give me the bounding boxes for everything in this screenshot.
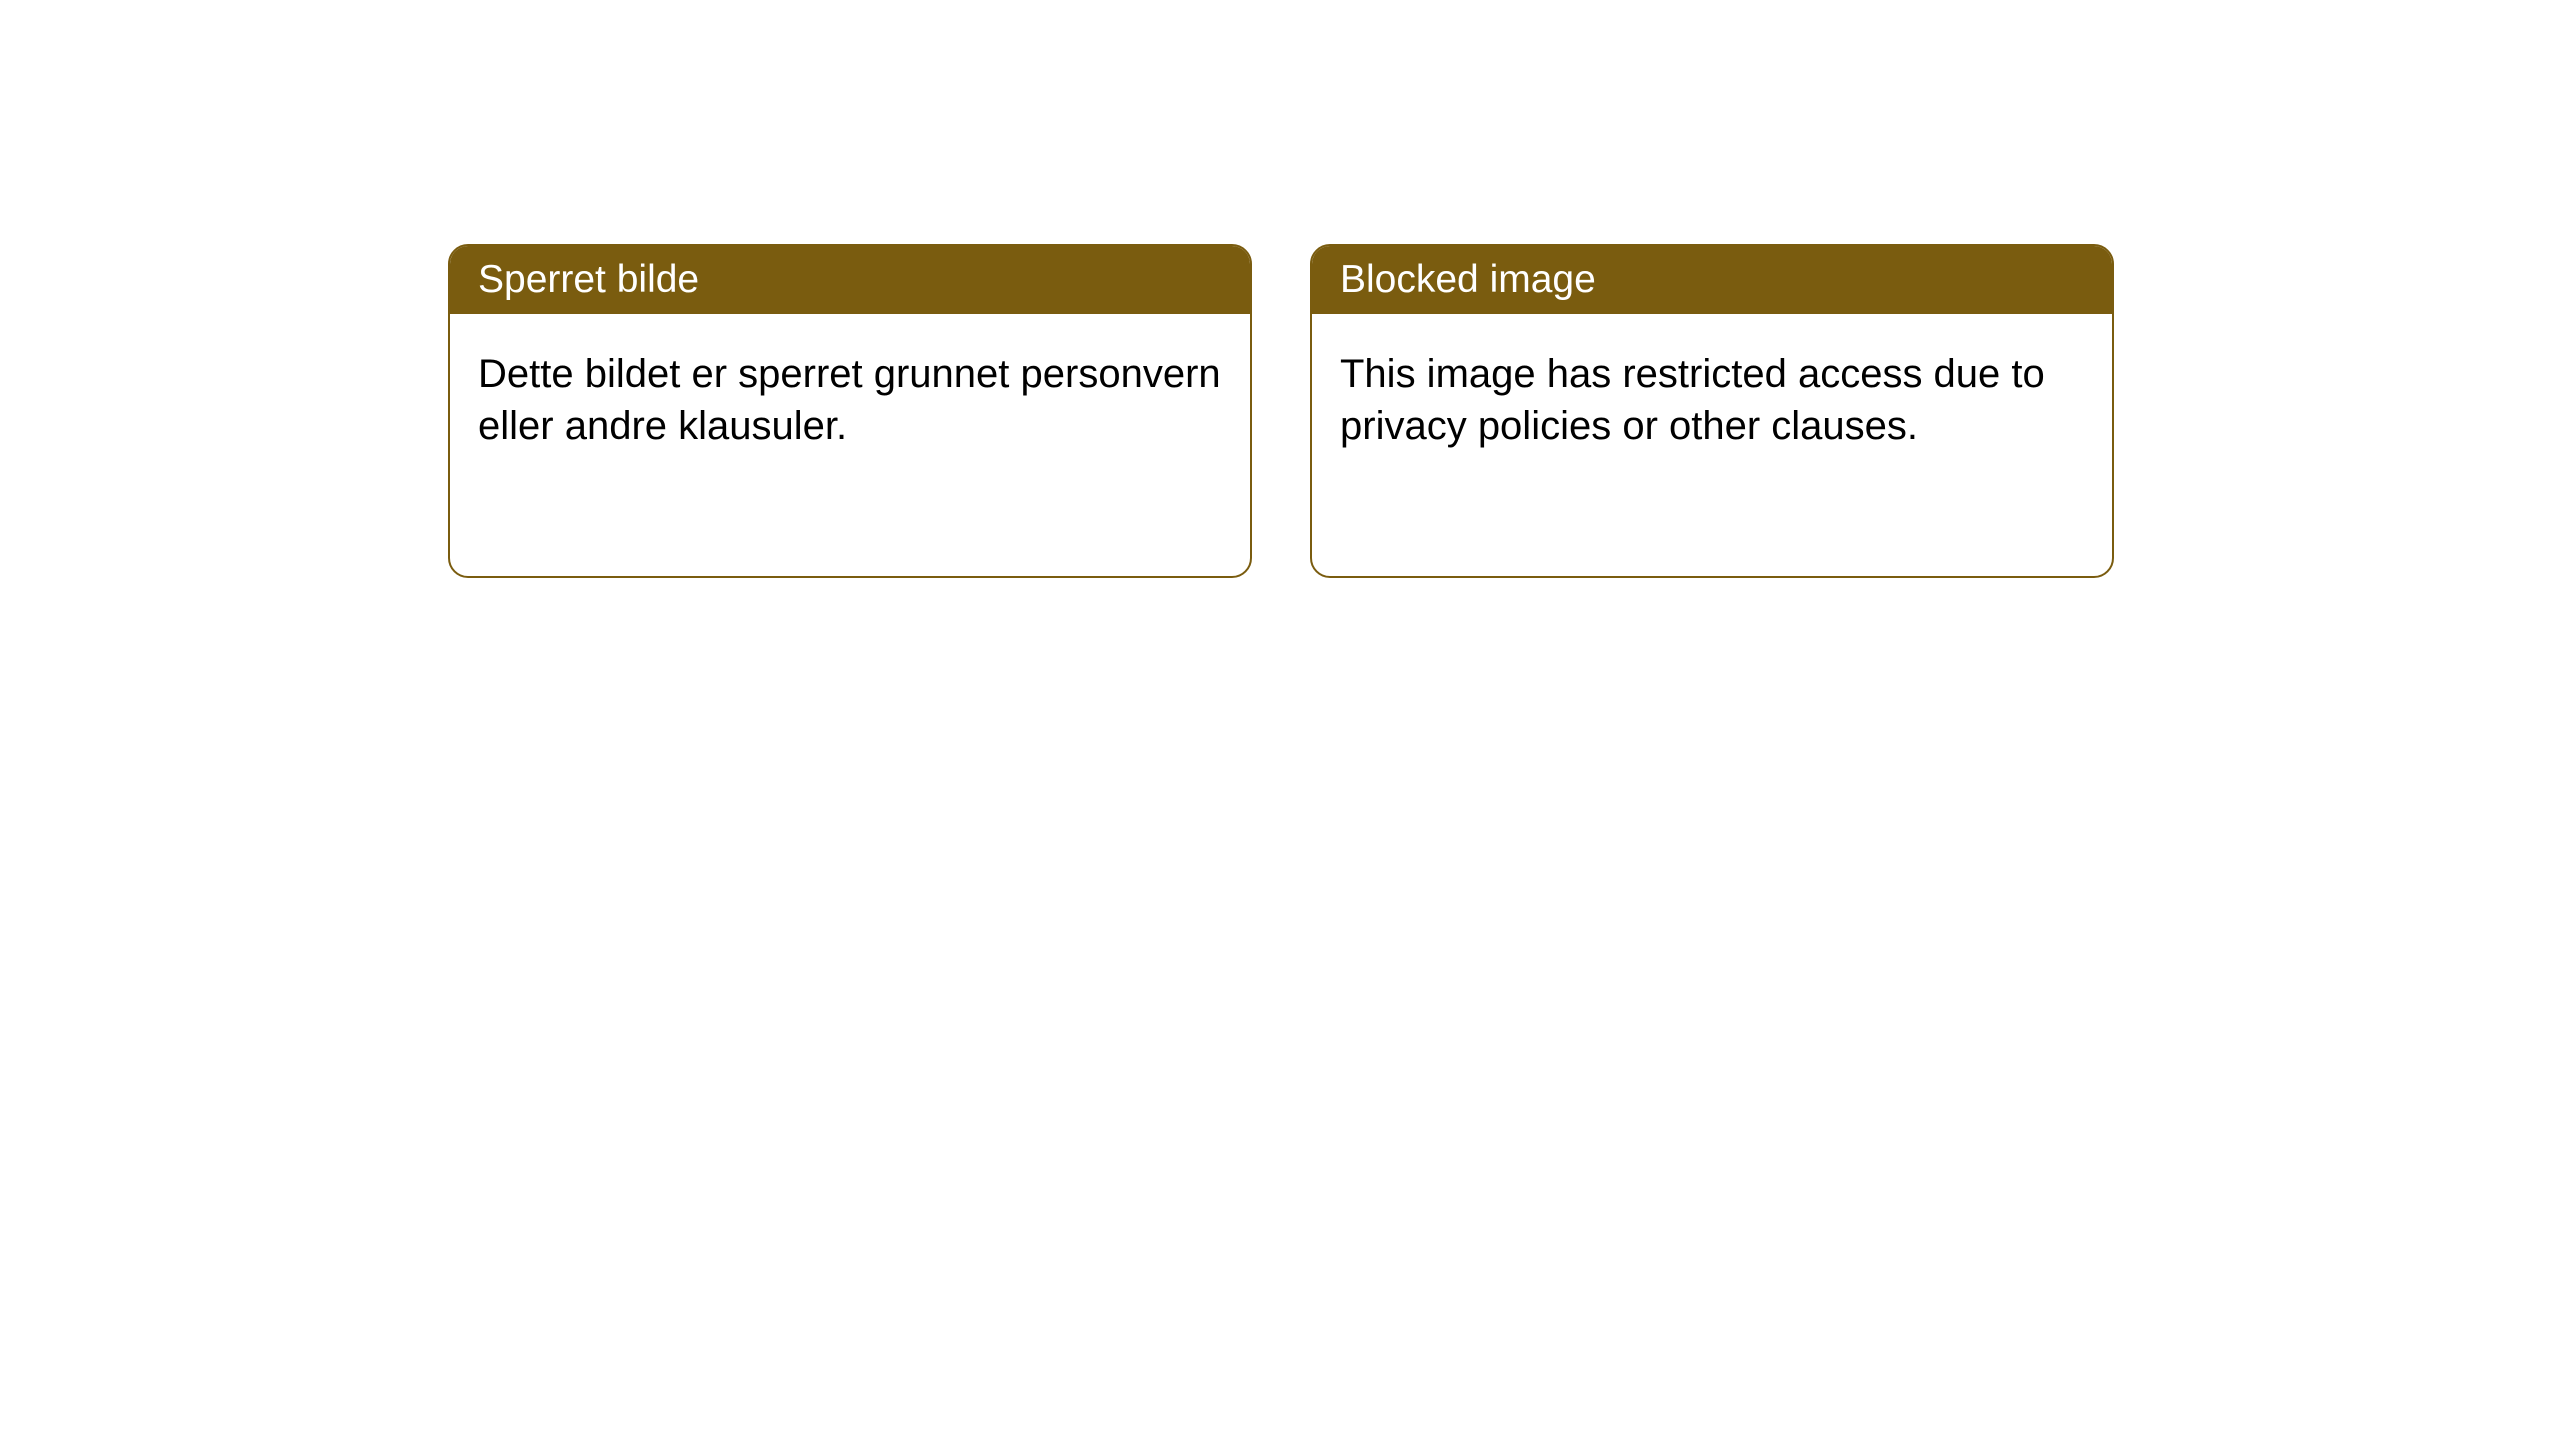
notice-card-english: Blocked image This image has restricted … [1310, 244, 2114, 578]
notice-body: Dette bildet er sperret grunnet personve… [450, 314, 1250, 486]
notice-container: Sperret bilde Dette bildet er sperret gr… [0, 0, 2560, 578]
notice-body: This image has restricted access due to … [1312, 314, 2112, 486]
notice-card-norwegian: Sperret bilde Dette bildet er sperret gr… [448, 244, 1252, 578]
notice-title: Sperret bilde [450, 246, 1250, 314]
notice-title: Blocked image [1312, 246, 2112, 314]
